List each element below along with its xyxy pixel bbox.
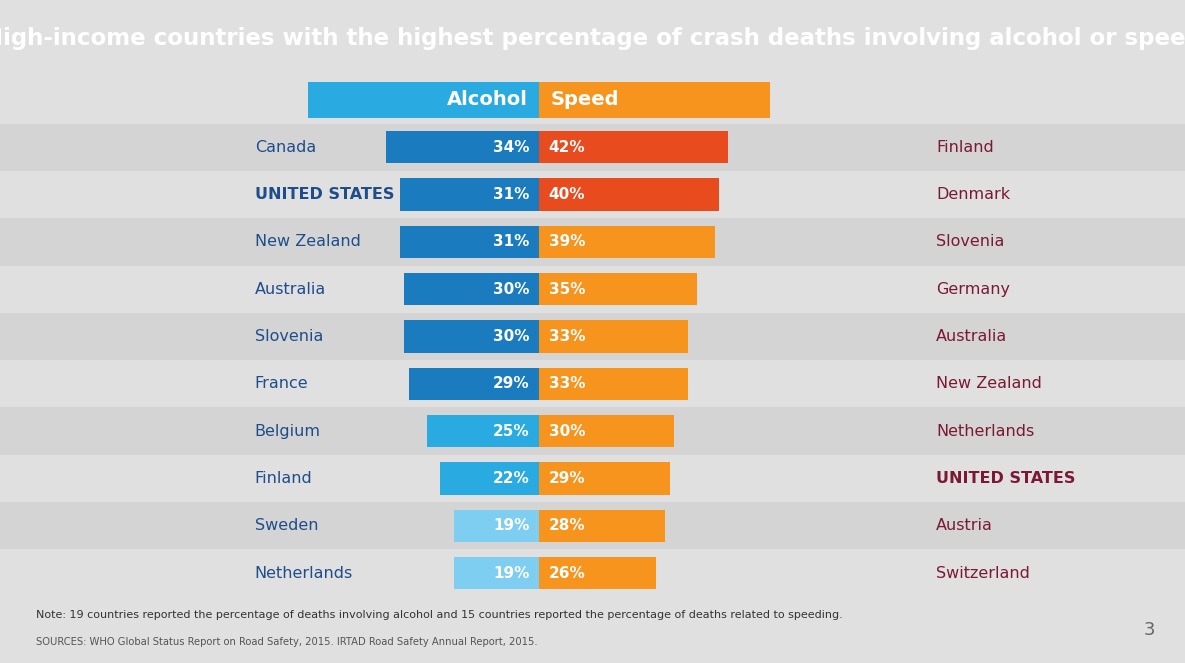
Text: 31%: 31% [493,187,530,202]
Text: 30%: 30% [549,424,585,439]
FancyBboxPatch shape [539,82,770,117]
Text: 3: 3 [1144,621,1155,639]
FancyBboxPatch shape [539,368,687,400]
Text: 39%: 39% [549,234,585,249]
FancyBboxPatch shape [539,510,665,542]
FancyBboxPatch shape [0,123,1185,171]
FancyBboxPatch shape [454,510,539,542]
Text: 22%: 22% [493,471,530,486]
Text: Slovenia: Slovenia [936,234,1005,249]
FancyBboxPatch shape [386,131,539,163]
Text: Speed: Speed [551,90,620,109]
FancyBboxPatch shape [539,131,729,163]
Text: High-income countries with the highest percentage of crash deaths involving alco: High-income countries with the highest p… [0,27,1185,50]
FancyBboxPatch shape [0,360,1185,408]
FancyBboxPatch shape [539,462,670,495]
FancyBboxPatch shape [399,226,539,258]
FancyBboxPatch shape [0,455,1185,502]
FancyBboxPatch shape [399,178,539,211]
Text: Sweden: Sweden [255,518,319,533]
FancyBboxPatch shape [539,415,674,447]
Text: Belgium: Belgium [255,424,321,439]
Text: France: France [255,377,308,391]
FancyBboxPatch shape [404,320,539,353]
Text: 40%: 40% [549,187,585,202]
Text: Germany: Germany [936,282,1010,296]
Text: 25%: 25% [493,424,530,439]
FancyBboxPatch shape [0,265,1185,313]
FancyBboxPatch shape [409,368,539,400]
FancyBboxPatch shape [539,557,656,589]
Text: New Zealand: New Zealand [936,377,1042,391]
Text: Netherlands: Netherlands [936,424,1035,439]
FancyBboxPatch shape [404,273,539,305]
Text: 33%: 33% [549,329,585,344]
Text: 33%: 33% [549,377,585,391]
Text: 19%: 19% [493,566,530,581]
FancyBboxPatch shape [539,320,687,353]
Text: Australia: Australia [936,329,1007,344]
Text: Slovenia: Slovenia [255,329,324,344]
Text: 19%: 19% [493,518,530,533]
Text: 26%: 26% [549,566,585,581]
Polygon shape [0,446,616,597]
FancyBboxPatch shape [0,218,1185,265]
Text: SOURCES: WHO Global Status Report on Road Safety, 2015. IRTAD Road Safety Annual: SOURCES: WHO Global Status Report on Roa… [36,636,537,647]
FancyBboxPatch shape [0,171,1185,218]
FancyBboxPatch shape [454,557,539,589]
FancyBboxPatch shape [539,178,719,211]
Text: 35%: 35% [549,282,585,296]
FancyBboxPatch shape [440,462,539,495]
Text: Switzerland: Switzerland [936,566,1030,581]
Text: 31%: 31% [493,234,530,249]
Text: UNITED STATES: UNITED STATES [255,187,395,202]
Text: Netherlands: Netherlands [255,566,353,581]
Text: 29%: 29% [493,377,530,391]
Text: Note: 19 countries reported the percentage of deaths involving alcohol and 15 co: Note: 19 countries reported the percenta… [36,610,843,621]
Text: 28%: 28% [549,518,585,533]
Text: Finland: Finland [255,471,313,486]
FancyBboxPatch shape [0,313,1185,360]
Text: Alcohol: Alcohol [447,90,527,109]
Text: 30%: 30% [493,329,530,344]
FancyBboxPatch shape [539,273,697,305]
FancyBboxPatch shape [0,408,1185,455]
FancyBboxPatch shape [427,415,539,447]
Text: Finland: Finland [936,140,994,154]
FancyBboxPatch shape [0,502,1185,550]
FancyBboxPatch shape [308,82,539,117]
FancyBboxPatch shape [0,550,1185,597]
Text: 42%: 42% [549,140,585,154]
Text: 30%: 30% [493,282,530,296]
Text: Canada: Canada [255,140,316,154]
Text: 34%: 34% [493,140,530,154]
Text: 29%: 29% [549,471,585,486]
Text: Australia: Australia [255,282,326,296]
Polygon shape [0,446,521,597]
FancyBboxPatch shape [539,226,715,258]
Text: UNITED STATES: UNITED STATES [936,471,1076,486]
Text: New Zealand: New Zealand [255,234,360,249]
Text: Denmark: Denmark [936,187,1011,202]
Text: Austria: Austria [936,518,993,533]
